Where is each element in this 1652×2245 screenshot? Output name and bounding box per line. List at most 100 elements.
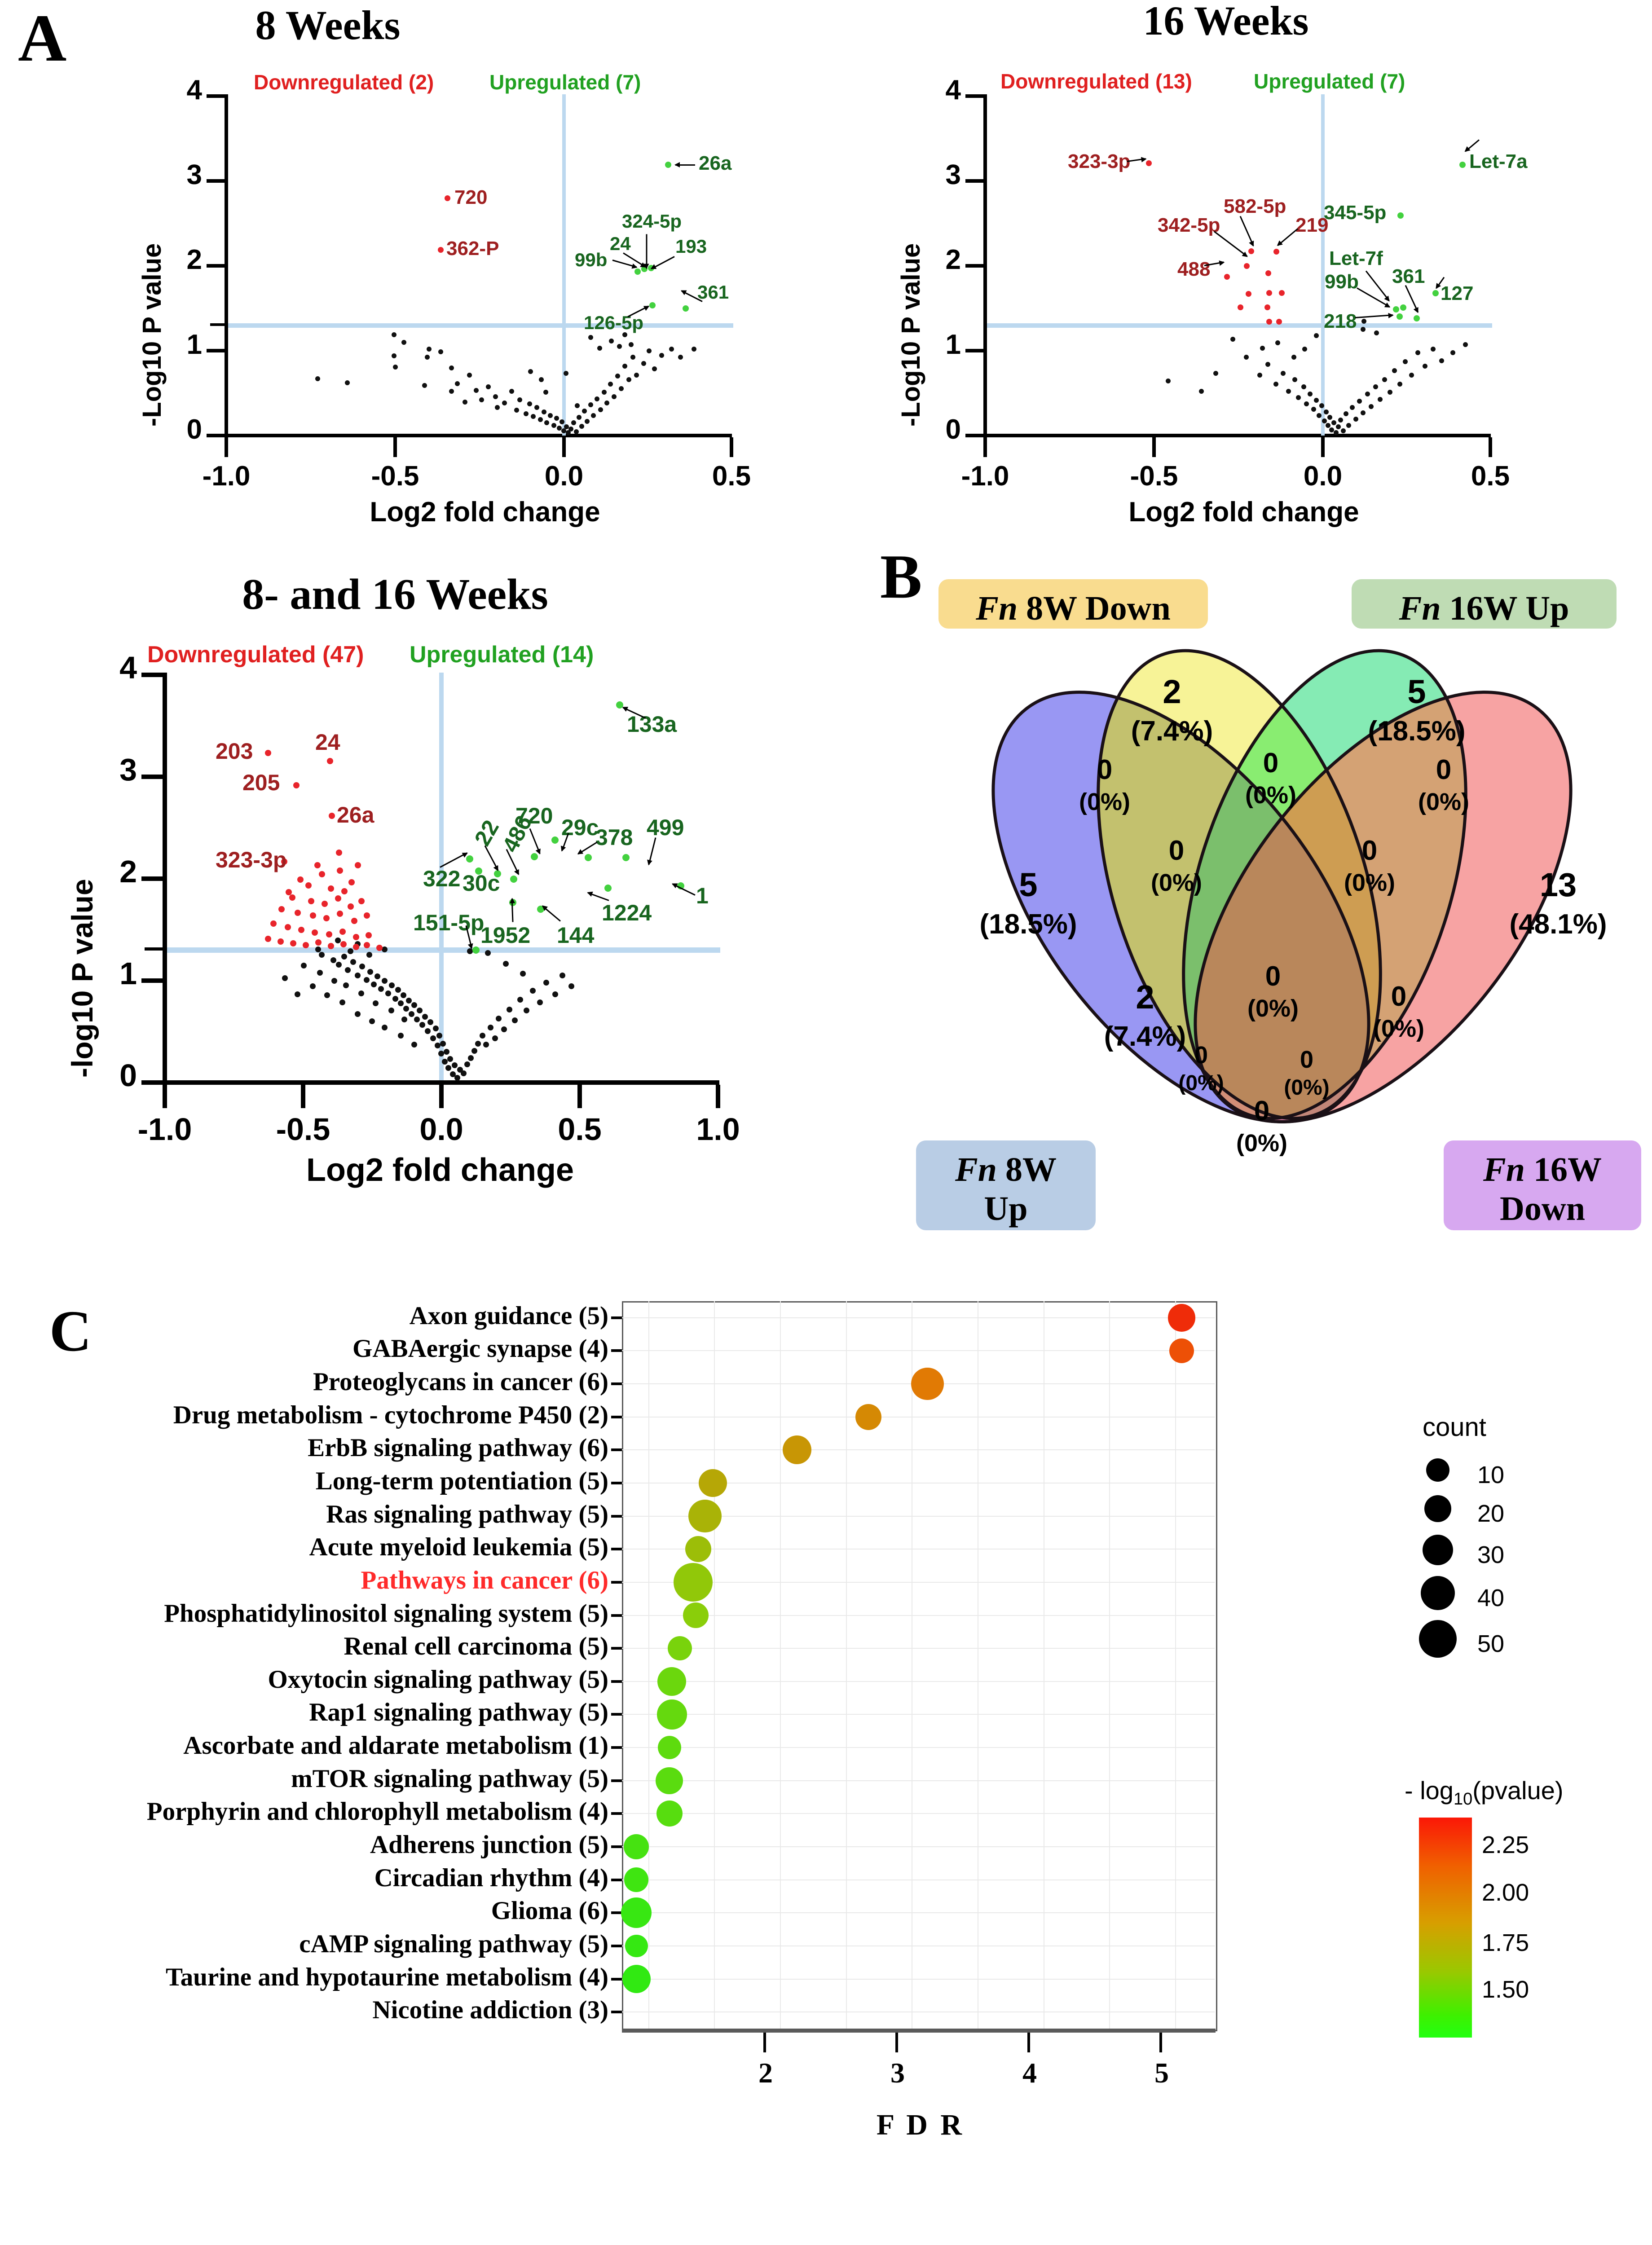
leader-line — [1357, 287, 1390, 308]
tick — [965, 349, 986, 352]
dotplot-xtick-4: 4 — [1022, 2057, 1037, 2089]
sig-point-down — [293, 782, 300, 788]
sig-point-down — [297, 876, 304, 883]
dotplot-colorbar-title: - log10(pvalue) — [1405, 1778, 1564, 1808]
mirna-label-133a: 133a — [627, 712, 677, 737]
leader-line — [646, 234, 648, 269]
sig-point-down — [1238, 304, 1243, 310]
tick — [611, 1415, 622, 1418]
volcano-2-up-label: Upregulated (7) — [1254, 70, 1405, 93]
mirna-label-361: 361 — [697, 282, 729, 303]
tick — [611, 1316, 622, 1319]
volcano-3-y-title: -log10 P value — [66, 879, 99, 1078]
dotplot-xtick-2: 2 — [758, 2057, 773, 2089]
colorbar-tick-200: 2.00 — [1482, 1879, 1529, 1906]
sig-point-down — [328, 885, 334, 892]
tick — [965, 94, 986, 98]
tick — [611, 1514, 622, 1518]
venn-region-8wdown-16wup-16wdown: 0 (0%) — [1311, 835, 1428, 898]
sig-point-down — [1264, 304, 1270, 310]
dotplot-category-label: Glioma (6) — [491, 1897, 608, 1925]
venn-region-8wup-16wdown: 2 (7.4%) — [1078, 978, 1212, 1053]
volcano-2-y-title: -Log10 P value — [896, 243, 925, 427]
venn-pct: (7.4%) — [1131, 715, 1213, 747]
volcano-1-xtick-1: -0.5 — [371, 461, 419, 492]
venn-count: 5 — [1407, 673, 1426, 710]
volcano-2-xtick-0: -1.0 — [961, 461, 1009, 492]
mirna-label-720: 720 — [515, 803, 553, 828]
mirna-label-144: 144 — [557, 923, 595, 948]
volcano-1-xtick-0: -1.0 — [202, 461, 251, 492]
mirna-label-1: 1 — [696, 883, 709, 908]
gridline-vertical — [648, 1301, 649, 2029]
sig-point-down — [289, 894, 295, 901]
dotplot-dot — [911, 1367, 944, 1400]
dotplot-category-label: Circadian rhythm (4) — [374, 1863, 608, 1892]
volcano-3-ytick-3: 3 — [119, 752, 137, 787]
venn-pct: (0%) — [1284, 1076, 1330, 1100]
gridline-horizontal — [622, 1515, 1215, 1517]
tick — [611, 1580, 622, 1584]
venn-tag-8w-up-rest: 8W — [996, 1151, 1057, 1189]
venn-pct: (18.5%) — [1368, 715, 1466, 747]
tick — [562, 437, 566, 457]
sig-point-down — [341, 888, 348, 894]
mirna-label-219: 219 — [1295, 214, 1329, 236]
sig-point-up — [1396, 313, 1403, 320]
sig-point-down — [366, 932, 372, 938]
dotplot-xtick-5: 5 — [1154, 2057, 1169, 2089]
tick — [611, 1614, 622, 1617]
sig-point-down — [314, 862, 321, 868]
venn-region-16wup-16wdown: 0 (0%) — [1385, 754, 1502, 817]
venn-region-8wup-16wup: 0 (0%) — [1253, 1046, 1361, 1100]
venn-pct: (7.4%) — [1104, 1021, 1186, 1052]
sig-point-up — [683, 305, 689, 312]
sig-point-up — [475, 867, 482, 875]
sig-point-down — [1279, 290, 1285, 296]
sig-point-down — [445, 195, 450, 201]
leader-line — [542, 905, 561, 922]
sig-point-down — [337, 867, 343, 874]
leader-line — [1405, 285, 1419, 313]
dotplot-category-label: Ascorbate and aldarate metabolism (1) — [183, 1731, 608, 1760]
mirna-label-26a: 26a — [699, 152, 732, 174]
sig-point-up — [616, 701, 623, 709]
venn-tag-16w-up: Fn 16W Up — [1352, 579, 1617, 629]
mirna-label-203: 203 — [216, 739, 253, 764]
venn-diagram — [991, 629, 1573, 1181]
dotplot-dot — [657, 1699, 687, 1730]
colorbar-tick-175: 1.75 — [1482, 1929, 1529, 1956]
volcano-1-threshold-line — [228, 323, 733, 328]
venn-region-only-16w-up: 5 (18.5%) — [1349, 673, 1484, 748]
venn-count: 0 — [1097, 754, 1113, 785]
venn-region-8wdown-16wup: 0 (0%) — [1212, 748, 1329, 810]
mirna-label-488: 488 — [1177, 258, 1211, 280]
size-legend-label-50: 50 — [1477, 1630, 1505, 1657]
dotplot-category-label: cAMP signaling pathway (5) — [299, 1929, 608, 1958]
volcano-3-ytick-0: 0 — [119, 1058, 137, 1093]
venn-region-8wup-16wup-16wdown: 0 (0%) — [1340, 981, 1457, 1043]
leader-line — [675, 164, 695, 166]
leader-line — [612, 260, 637, 268]
dotplot-x-title: F D R — [876, 2109, 965, 2141]
gridline-horizontal — [622, 1747, 1215, 1748]
dotplot-dot — [624, 1867, 649, 1892]
dotplot-category-label: Proteoglycans in cancer (6) — [313, 1368, 608, 1396]
venn-tag-16w-down: Fn 16W Down — [1444, 1140, 1641, 1230]
gridline-horizontal — [622, 1317, 1215, 1318]
sig-point-down — [315, 939, 322, 946]
venn-count: 2 — [1136, 978, 1154, 1016]
tick — [393, 437, 397, 457]
sig-point-down — [323, 915, 330, 921]
volcano-3-ytick-2: 2 — [119, 854, 137, 889]
mirna-label-193: 193 — [675, 236, 707, 257]
volcano-plot-8-and-16-weeks: Downregulated (47) Upregulated (14) 4 3 … — [66, 638, 777, 1266]
panel-a-letter: A — [18, 1, 67, 75]
venn-region-8wup-16wdown-bottom: 0 (0%) — [1203, 1096, 1320, 1158]
tick — [301, 1085, 305, 1108]
venn-pct: (0%) — [1247, 995, 1299, 1022]
mirna-label-323-3p: 323-3p — [1068, 150, 1131, 172]
dotplot-dot — [622, 1965, 651, 1993]
venn-pct: (48.1%) — [1509, 908, 1607, 940]
volcano-1-ytick-4: 4 — [186, 75, 202, 106]
